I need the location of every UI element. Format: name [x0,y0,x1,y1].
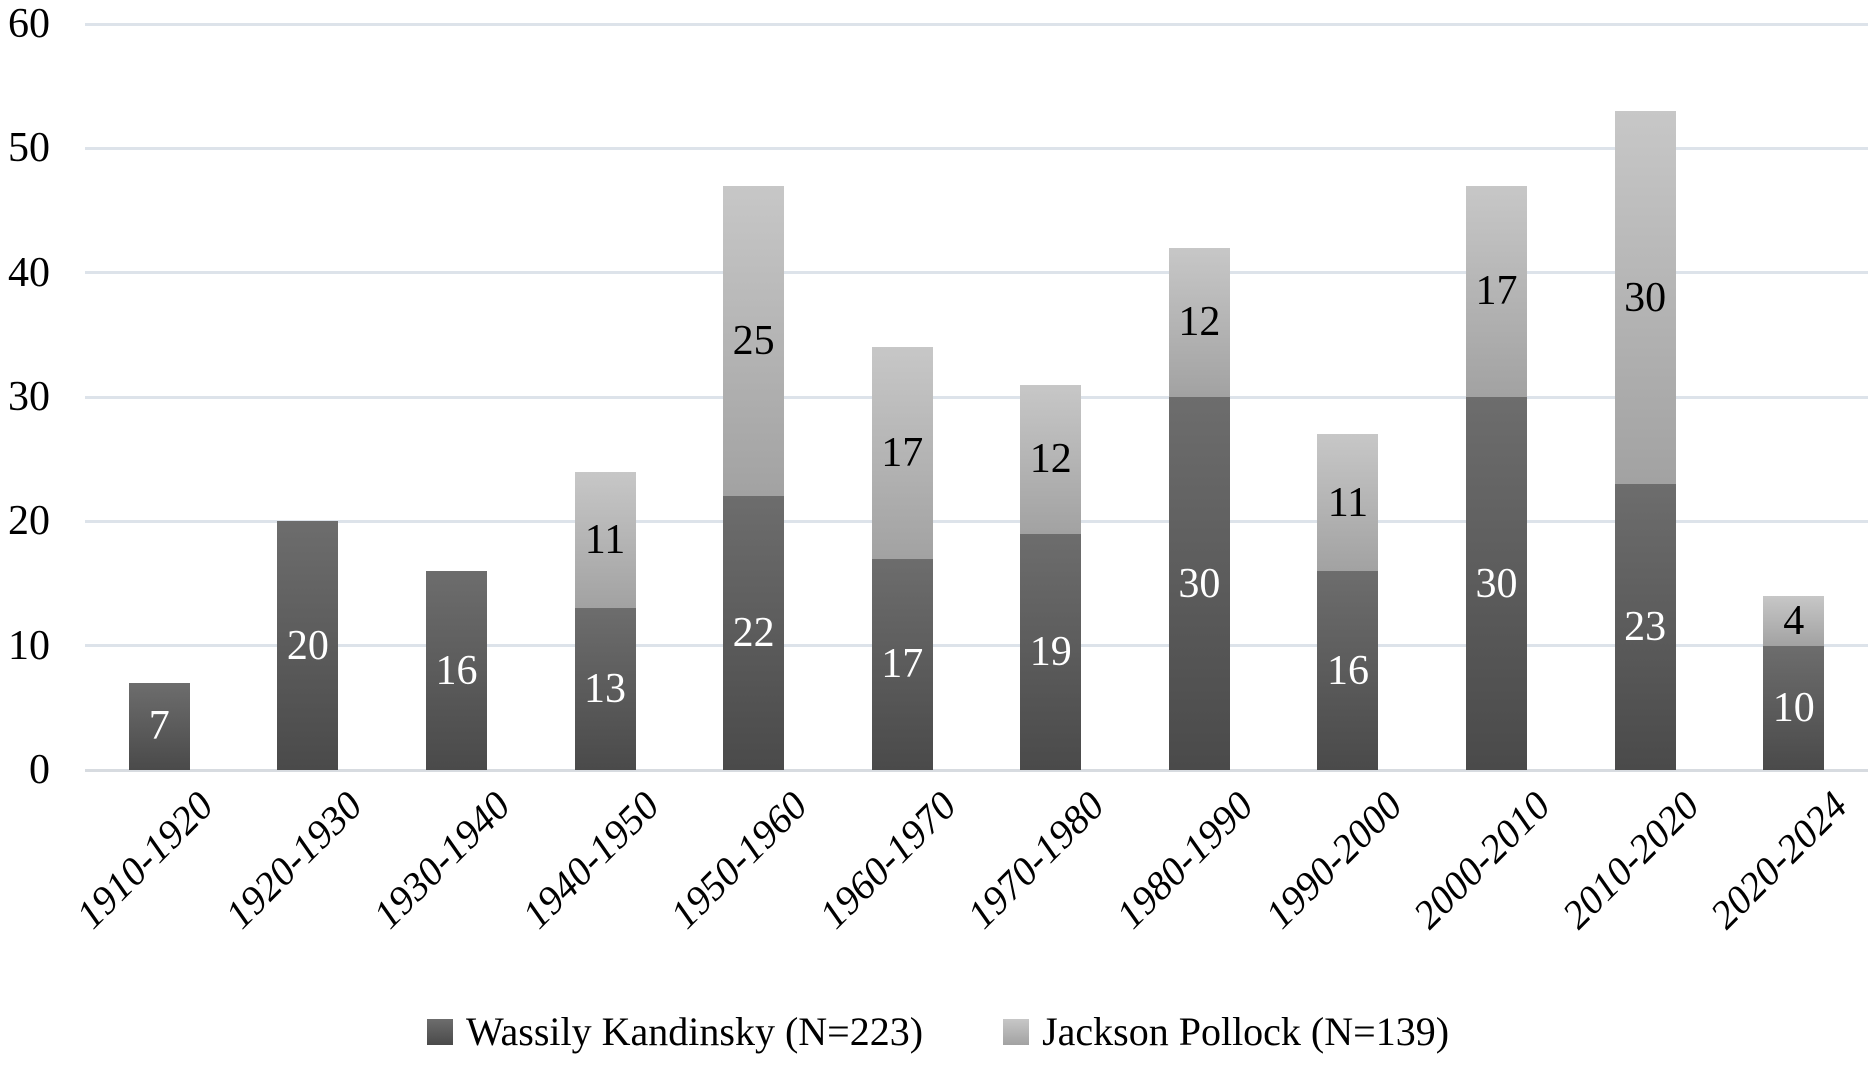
bar-segment-kandinsky [1614,484,1676,770]
data-label: 11 [1327,479,1369,526]
data-label: 17 [881,641,924,688]
data-label: 22 [732,610,775,657]
data-label: 19 [1029,628,1072,675]
bar-segment-kandinsky [277,521,339,770]
y-axis-tick-label: 40 [8,249,50,296]
x-axis-tick-label: 1940-1950 [513,782,668,937]
y-axis-tick-label: 20 [8,498,50,545]
data-label: 23 [1624,604,1667,651]
gridline [85,644,1868,648]
gridline [85,146,1868,150]
x-axis-tick-label: 1930-1940 [364,782,519,937]
bar-segment-kandinsky [1168,397,1230,770]
legend-swatch-pollock [1003,1019,1030,1045]
data-label: 13 [584,666,627,713]
data-label: 10 [1772,684,1815,731]
x-axis-tick-label: 1980-1990 [1107,782,1262,937]
data-label: 11 [584,516,626,563]
gridline [85,519,1868,523]
legend-item-kandinsky: Wassily Kandinsky (N=223) [426,1008,924,1056]
bar-segment-pollock [1614,111,1676,485]
data-label: 16 [435,647,478,694]
gridline [85,395,1868,399]
data-label: 30 [1475,560,1518,607]
gridline [85,22,1868,26]
x-axis-tick-label: 1970-1980 [958,782,1114,937]
data-label: 20 [286,622,329,669]
y-axis-tick-label: 30 [8,374,50,420]
data-label: 16 [1326,647,1369,694]
legend-label-kandinsky: Wassily Kandinsky (N=223) [465,1009,924,1054]
data-label: 30 [1624,274,1667,321]
bar-segment-pollock [574,471,636,609]
data-label: 17 [881,429,924,476]
data-label: 4 [1783,597,1805,644]
x-axis-tick-label: 1920-1930 [215,782,371,937]
legend-swatch-kandinsky [426,1019,453,1045]
bar-segment-kandinsky [574,608,636,770]
x-axis-baseline [85,768,1868,772]
bar-segment-kandinsky [1763,645,1825,770]
bar-segment-kandinsky [723,496,785,770]
y-axis-tick-label: 50 [8,125,50,172]
x-axis-tick-label: 2000-2010 [1404,782,1559,937]
bar-segment-pollock [1763,595,1825,646]
bar-segment-kandinsky [1020,533,1082,770]
data-label: 30 [1178,560,1221,607]
bar-segment-kandinsky [425,571,487,770]
x-axis-tick-label: 2020-2024 [1701,782,1857,937]
bar-segment-pollock [1020,384,1082,534]
y-axis-tick-label: 60 [8,1,50,47]
bar-segment-pollock [1466,185,1528,397]
data-label: 25 [732,318,775,365]
bar-segment-pollock [723,185,785,497]
x-axis-tick-label: 1960-1970 [810,782,965,937]
gridline [85,271,1868,275]
bar-segment-kandinsky [871,558,933,770]
y-axis-tick-label: 0 [29,747,50,793]
legend-label-pollock: Jackson Pollock (N=139) [1042,1009,1450,1054]
data-label: 17 [1475,268,1518,315]
data-label: 12 [1029,436,1072,483]
x-axis-tick-label: 1910-1920 [67,782,222,937]
bar-segment-kandinsky [1466,397,1528,770]
legend-item-pollock: Jackson Pollock (N=139) [1003,1008,1449,1056]
y-axis-tick-label: 10 [8,622,50,669]
data-label: 7 [148,703,170,750]
x-axis-tick-label: 2010-2020 [1553,782,1708,937]
bar-segment-pollock [1317,434,1379,572]
bar-segment-pollock [871,347,933,559]
legend: Wassily Kandinsky (N=223) Jackson Polloc… [0,1008,1876,1056]
x-axis-tick-label: 1950-1960 [661,782,817,937]
x-axis-tick-label: 1990-2000 [1255,782,1411,937]
bar-segment-kandinsky [1317,571,1379,770]
bar-segment-kandinsky [128,682,190,770]
bar-segment-pollock [1168,247,1230,397]
data-label: 12 [1178,299,1221,346]
